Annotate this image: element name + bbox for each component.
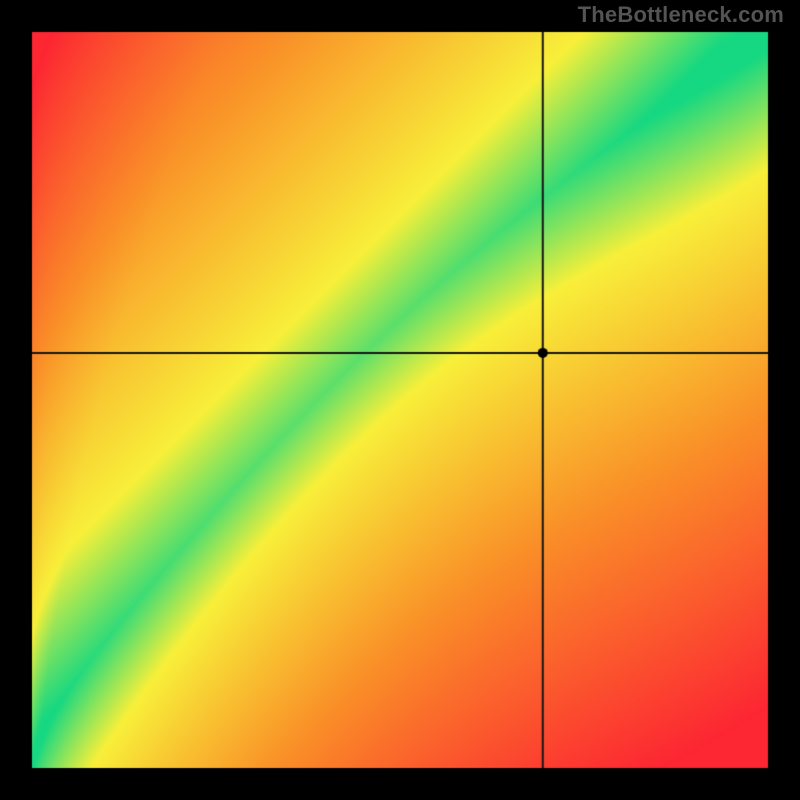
chart-container: TheBottleneck.com (0, 0, 800, 800)
bottleneck-heatmap (0, 0, 800, 800)
watermark-text: TheBottleneck.com (578, 2, 784, 28)
